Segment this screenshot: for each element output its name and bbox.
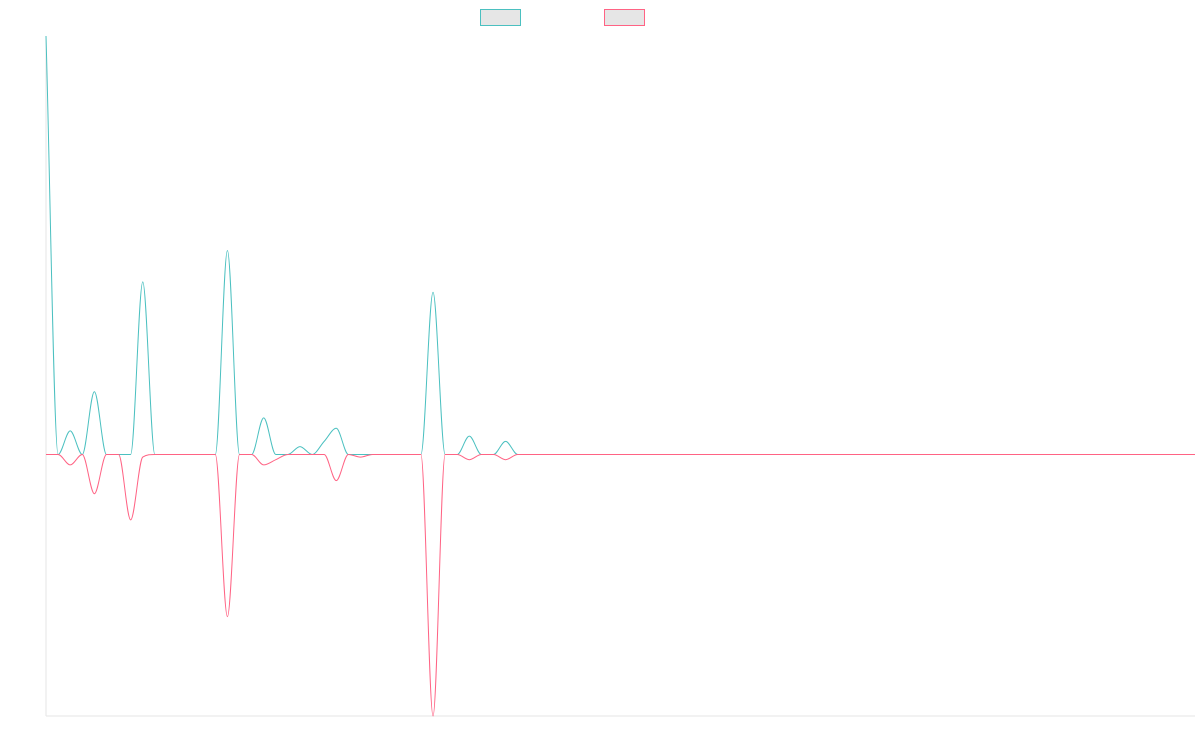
series-line-1[interactable] xyxy=(45,35,1195,455)
series-line-2[interactable] xyxy=(46,453,1195,717)
legend-item-2[interactable] xyxy=(604,9,645,26)
legend-swatch xyxy=(604,9,645,26)
series-layer xyxy=(45,35,1195,717)
legend-item-1[interactable] xyxy=(480,9,521,26)
legend-swatch xyxy=(480,9,521,26)
legend xyxy=(480,9,645,26)
axes xyxy=(45,36,1195,717)
